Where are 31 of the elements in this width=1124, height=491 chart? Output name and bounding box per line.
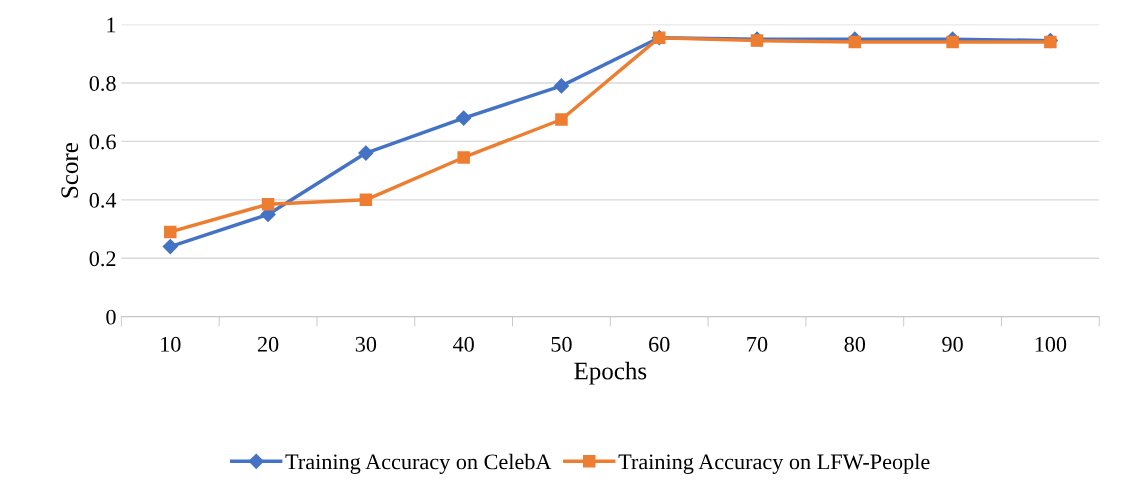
point	[457, 151, 470, 164]
point	[359, 193, 373, 207]
y-tick-label: 0.8	[89, 75, 116, 92]
point	[162, 239, 178, 255]
y-axis-title: Score	[61, 143, 79, 198]
x-tick-label: 10	[161, 336, 181, 352]
y-tick-label: 1	[107, 17, 116, 33]
x-tick-label: 40	[452, 336, 474, 352]
y-tick-label: 0.4	[89, 192, 117, 208]
x-tick-label: 60	[649, 336, 670, 352]
y-tick-label: 0.6	[89, 134, 116, 150]
legend-label: Training Accuracy on CelebA	[285, 453, 552, 474]
legend-label: Training Accuracy on LFW-People	[618, 453, 930, 474]
x-tick-label: 70	[747, 336, 768, 352]
y-tick-label: 0	[106, 309, 116, 325]
point	[946, 35, 959, 49]
point	[456, 110, 472, 126]
x-tick-label: 100	[1035, 336, 1067, 352]
point	[164, 225, 177, 239]
x-axis-title: Epochs	[574, 361, 647, 385]
x-tick-label: 20	[257, 336, 279, 352]
point	[555, 113, 568, 126]
point	[553, 78, 570, 94]
x-tick-label: 90	[942, 336, 963, 352]
x-tick-label: 30	[355, 336, 377, 352]
y-tick-label: 0.2	[89, 251, 116, 267]
point	[848, 35, 862, 49]
x-tick-label: 50	[551, 336, 572, 352]
point	[261, 197, 275, 211]
x-tick-label: 80	[844, 336, 866, 352]
point	[358, 145, 374, 161]
